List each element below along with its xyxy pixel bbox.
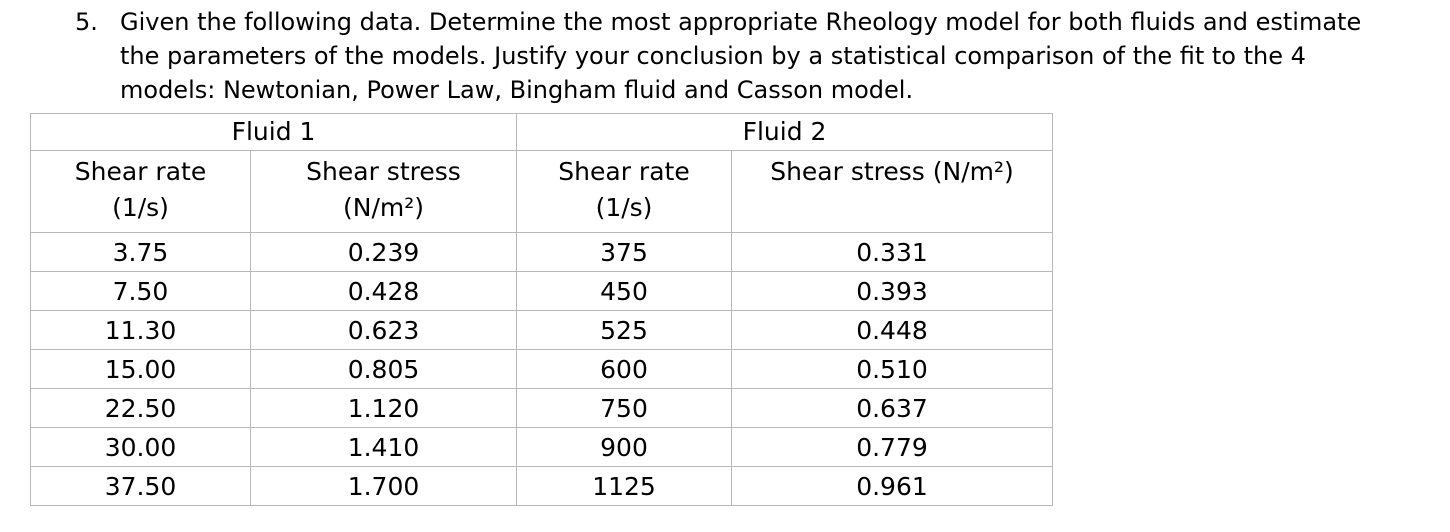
fluid2-group-header: Fluid 2: [516, 113, 1053, 151]
table-cell: 15.00: [30, 349, 251, 389]
table-row: 3.75 0.239 375 0.331: [30, 232, 1053, 272]
question-line: the parameters of the models. Justify yo…: [120, 42, 1306, 70]
header-line: Shear stress: [306, 157, 461, 186]
table-row: 15.00 0.805 600 0.510: [30, 349, 1053, 389]
table-row: 11.30 0.623 525 0.448: [30, 310, 1053, 350]
table-cell: 0.239: [250, 232, 517, 272]
fluid1-shear-stress-header: Shear stress (N/m²): [250, 150, 517, 233]
fluid1-group-header: Fluid 1: [30, 113, 517, 151]
table-cell: 30.00: [30, 427, 251, 467]
table-cell: 0.331: [731, 232, 1053, 272]
table-cell: 1.700: [250, 466, 517, 506]
question-line: Given the following data. Determine the …: [120, 8, 1362, 36]
table-row: 30.00 1.410 900 0.779: [30, 427, 1053, 467]
question-line: models: Newtonian, Power Law, Bingham fl…: [120, 76, 914, 104]
fluid2-shear-rate-header: Shear rate (1/s): [516, 150, 732, 233]
table-cell: 0.428: [250, 271, 517, 311]
table-cell: 11.30: [30, 310, 251, 350]
fluid2-shear-stress-header: Shear stress (N/m²): [731, 150, 1053, 233]
header-line: Shear rate: [558, 157, 690, 186]
table-cell: 22.50: [30, 388, 251, 428]
table-cell: 900: [516, 427, 732, 467]
table-cell: 1125: [516, 466, 732, 506]
table-cell: 37.50: [30, 466, 251, 506]
table-row: 22.50 1.120 750 0.637: [30, 388, 1053, 428]
header-line: Shear stress (N/m²): [770, 157, 1014, 186]
table-cell: 0.779: [731, 427, 1053, 467]
table-cell: 600: [516, 349, 732, 389]
table-cell: 450: [516, 271, 732, 311]
table-cell: 0.637: [731, 388, 1053, 428]
table-cell: 1.120: [250, 388, 517, 428]
table-cell: 0.805: [250, 349, 517, 389]
table-cell: 0.448: [731, 310, 1053, 350]
fluid-group-header-row: Fluid 1 Fluid 2: [30, 113, 1053, 151]
fluid1-shear-rate-header: Shear rate (1/s): [30, 150, 251, 233]
table-row: 7.50 0.428 450 0.393: [30, 271, 1053, 311]
table-cell: 750: [516, 388, 732, 428]
header-line: (1/s): [595, 193, 653, 222]
table-cell: 0.393: [731, 271, 1053, 311]
column-header-row: Shear rate (1/s) Shear stress (N/m²) She…: [30, 150, 1053, 233]
table-cell: 375: [516, 232, 732, 272]
rheology-data-table: Fluid 1 Fluid 2 Shear rate (1/s) Shear s…: [30, 113, 1053, 506]
table-cell: 525: [516, 310, 732, 350]
question-text: Given the following data. Determine the …: [120, 5, 1361, 107]
question-number: 5.: [75, 8, 98, 36]
table-cell: 1.410: [250, 427, 517, 467]
table-cell: 0.623: [250, 310, 517, 350]
header-line: (1/s): [112, 193, 169, 222]
table-cell: 0.961: [731, 466, 1053, 506]
table-row: 37.50 1.700 1125 0.961: [30, 466, 1053, 506]
table-cell: 7.50: [30, 271, 251, 311]
header-line: (N/m²): [342, 193, 424, 222]
table-cell: 3.75: [30, 232, 251, 272]
question-block: 5. Given the following data. Determine t…: [75, 5, 1450, 107]
header-line: Shear rate: [74, 157, 207, 186]
table-cell: 0.510: [731, 349, 1053, 389]
